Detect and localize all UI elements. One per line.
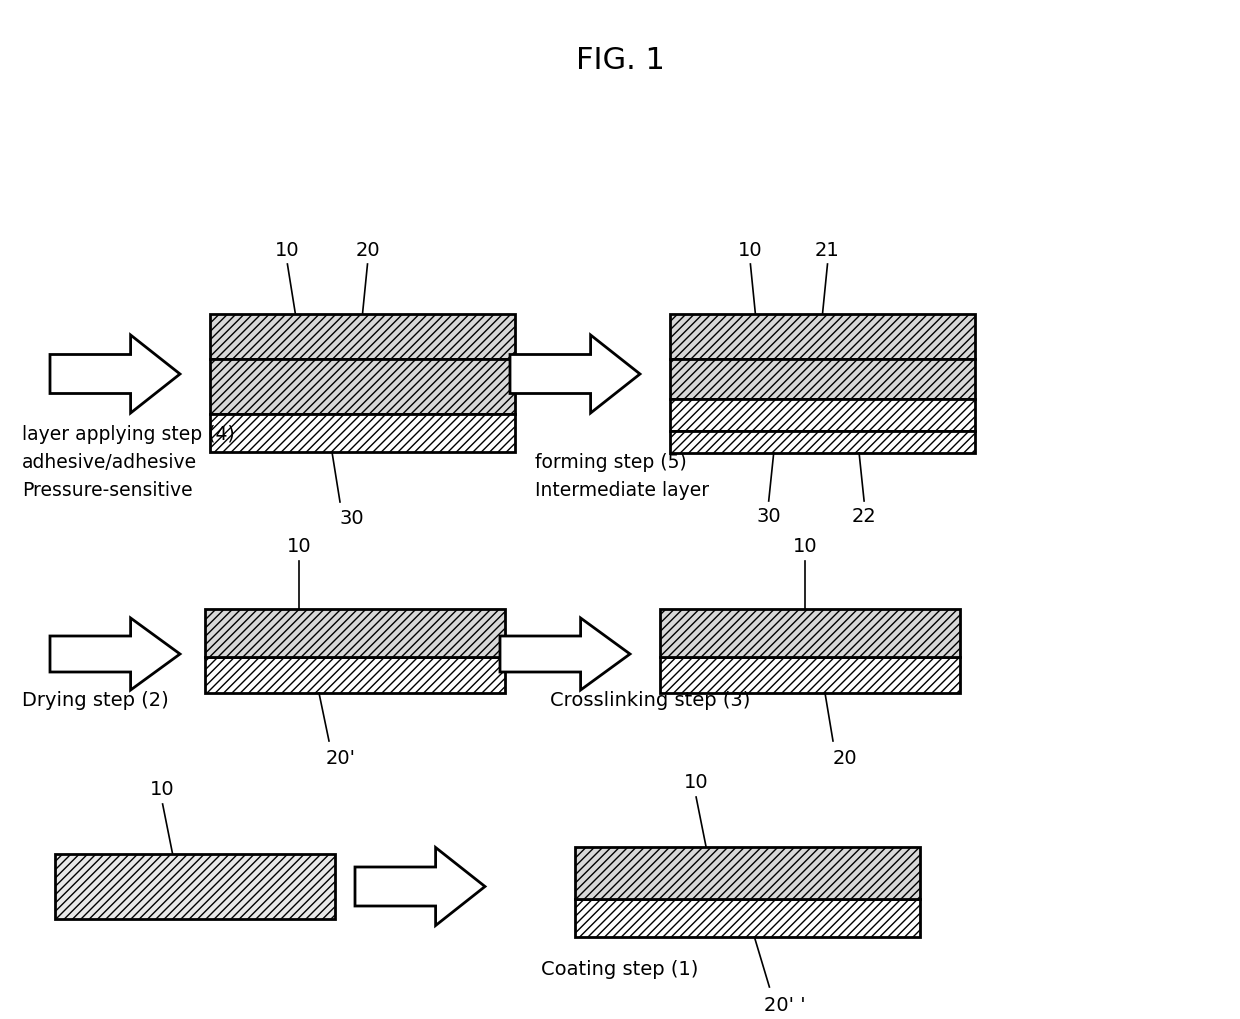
Text: 10: 10 <box>792 537 817 556</box>
Text: 10: 10 <box>286 537 311 556</box>
Text: 20: 20 <box>355 240 379 259</box>
Text: FIG. 1: FIG. 1 <box>575 46 665 74</box>
Text: Crosslinking step (3): Crosslinking step (3) <box>551 690 750 709</box>
Polygon shape <box>355 848 485 925</box>
Polygon shape <box>500 619 630 690</box>
Bar <box>210 415 515 452</box>
Bar <box>55 854 335 919</box>
Text: layer applying step (4): layer applying step (4) <box>22 424 234 443</box>
Polygon shape <box>50 619 180 690</box>
Text: 22: 22 <box>852 507 877 526</box>
Text: Pressure-sensitive: Pressure-sensitive <box>22 480 192 499</box>
Text: Intermediate layer: Intermediate layer <box>534 480 709 499</box>
Text: 10: 10 <box>275 240 300 259</box>
Bar <box>660 657 960 693</box>
Bar <box>575 847 920 899</box>
Text: Coating step (1): Coating step (1) <box>542 960 698 978</box>
Text: 10: 10 <box>150 780 175 799</box>
Bar <box>205 609 505 657</box>
Bar <box>670 399 975 432</box>
Bar <box>205 657 505 693</box>
Text: 10: 10 <box>738 240 763 259</box>
Polygon shape <box>50 335 180 414</box>
Text: 20: 20 <box>833 748 857 766</box>
Bar <box>670 315 975 360</box>
Bar <box>660 609 960 657</box>
Bar <box>210 315 515 360</box>
Text: 10: 10 <box>683 772 708 792</box>
Polygon shape <box>510 335 640 414</box>
Text: 30: 30 <box>756 507 781 526</box>
Bar <box>670 432 975 453</box>
Text: Drying step (2): Drying step (2) <box>22 690 169 709</box>
Bar <box>210 360 515 415</box>
Bar <box>575 899 920 937</box>
Text: adhesive/adhesive: adhesive/adhesive <box>22 452 197 471</box>
Bar <box>670 360 975 399</box>
Text: 30: 30 <box>340 508 365 527</box>
Text: forming step (5): forming step (5) <box>534 452 687 471</box>
Text: 20': 20' <box>326 748 356 766</box>
Text: 20' ': 20' ' <box>764 996 805 1015</box>
Text: 21: 21 <box>815 240 839 259</box>
